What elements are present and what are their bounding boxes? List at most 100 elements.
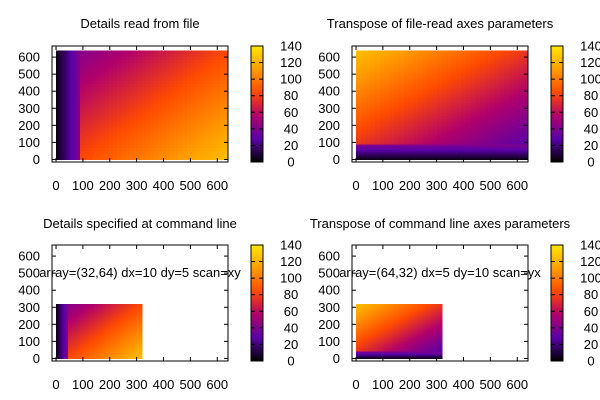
heatmap-cell	[68, 101, 70, 106]
heatmap-cell	[108, 150, 114, 154]
heatmap-cell	[154, 77, 159, 82]
heatmap-cell	[461, 94, 467, 98]
heatmap-cell	[56, 74, 58, 79]
heatmap-cell	[158, 138, 163, 142]
heatmap-cell	[58, 83, 60, 88]
heatmap-cell	[219, 101, 225, 106]
heatmap-cell	[215, 156, 221, 160]
heatmap-cell	[76, 95, 78, 100]
heatmap-cell	[186, 101, 192, 106]
heatmap-cell	[79, 126, 81, 130]
heatmap-cell	[65, 77, 67, 82]
heatmap-cell	[78, 120, 80, 124]
heatmap-cell	[150, 135, 155, 139]
heatmap-cell	[80, 62, 85, 66]
heatmap-cell	[360, 94, 367, 98]
heatmap-cell	[485, 71, 491, 75]
heatmap-cell	[71, 132, 73, 136]
heatmap-cell	[394, 60, 400, 64]
heatmap-cell	[63, 116, 65, 121]
heatmap-cell	[427, 84, 433, 88]
heatmap-cell	[129, 86, 135, 91]
heatmap-cell	[62, 144, 64, 148]
heatmap-cell	[403, 133, 410, 137]
heatmap-cell	[77, 83, 79, 88]
heatmap-cell	[375, 60, 381, 64]
heatmap-cell	[58, 126, 60, 130]
heatmap-cell	[178, 92, 184, 97]
heatmap-cell	[432, 115, 438, 119]
heatmap-cell	[57, 144, 59, 148]
heatmap-cell	[442, 102, 448, 106]
heatmap-cell	[451, 60, 457, 64]
heatmap-cell	[57, 116, 59, 121]
heatmap-cell	[384, 84, 390, 88]
heatmap-cell	[365, 110, 371, 114]
heatmap-cell	[78, 107, 81, 112]
heatmap-cell	[74, 104, 76, 109]
heatmap-cell	[56, 138, 58, 142]
heatmap-cell	[108, 86, 114, 91]
heatmap-cell	[166, 107, 172, 112]
heatmap-cell	[166, 113, 172, 118]
heatmap-cell	[182, 65, 188, 69]
heatmap-cell	[427, 133, 433, 137]
heatmap-cell	[60, 138, 62, 142]
heatmap-cell	[74, 98, 76, 103]
heatmap-cell	[69, 123, 71, 127]
heatmap-cell	[166, 86, 172, 91]
heatmap-cell	[77, 59, 79, 63]
heatmap-cell	[182, 59, 188, 63]
heatmap-cell	[215, 92, 221, 97]
heatmap-cell	[394, 131, 400, 135]
heatmap-cell	[64, 62, 66, 66]
heatmap-cell	[389, 81, 395, 85]
heatmap-cell	[384, 125, 390, 129]
heatmap-cell	[113, 71, 118, 76]
heatmap-cell	[437, 99, 443, 103]
heatmap-cell	[57, 74, 59, 79]
heatmap-cell	[74, 92, 77, 97]
heatmap-cell	[394, 115, 400, 119]
heatmap-cell	[64, 95, 66, 100]
heatmap-cell	[76, 110, 79, 115]
heatmap-cell	[150, 74, 155, 79]
heatmap-cell	[219, 110, 225, 115]
heatmap-cell	[178, 135, 184, 139]
heatmap-cell	[207, 120, 213, 124]
heatmap-cell	[446, 94, 453, 98]
heatmap-cell	[64, 92, 66, 97]
heatmap-cell	[145, 65, 151, 69]
heatmap-cell	[437, 91, 443, 96]
heatmap-cell	[75, 120, 77, 124]
heatmap-cell	[73, 98, 75, 103]
heatmap-cell	[70, 132, 72, 136]
heatmap-cell	[432, 65, 438, 70]
heatmap-cell	[480, 73, 486, 77]
heatmap-cell	[77, 156, 79, 160]
heatmap-cell	[215, 129, 221, 133]
heatmap-cell	[92, 126, 98, 130]
heatmap-cell	[442, 118, 448, 122]
heatmap-cell	[68, 141, 70, 145]
heatmap-cell	[461, 136, 467, 140]
heatmap-cell	[394, 99, 400, 103]
heatmap-cell	[84, 86, 89, 91]
heatmap-cell	[223, 126, 229, 130]
heatmap-cell	[66, 77, 68, 82]
heatmap-cell	[62, 77, 64, 82]
heatmap-cell	[141, 126, 147, 130]
heatmap-cell	[72, 110, 74, 115]
heatmap-cell	[74, 138, 76, 142]
heatmap-cell	[219, 56, 225, 60]
heatmap-cell	[365, 58, 371, 62]
heatmap-cell	[408, 84, 414, 88]
heatmap-cell	[70, 68, 72, 72]
heatmap-cell	[203, 147, 208, 151]
heatmap-cell	[60, 135, 62, 139]
heatmap-cell	[113, 126, 118, 130]
heatmap-cell	[64, 98, 66, 103]
heatmap-cell	[88, 77, 94, 82]
heatmap-cell	[427, 91, 433, 96]
heatmap-cell	[65, 132, 67, 136]
